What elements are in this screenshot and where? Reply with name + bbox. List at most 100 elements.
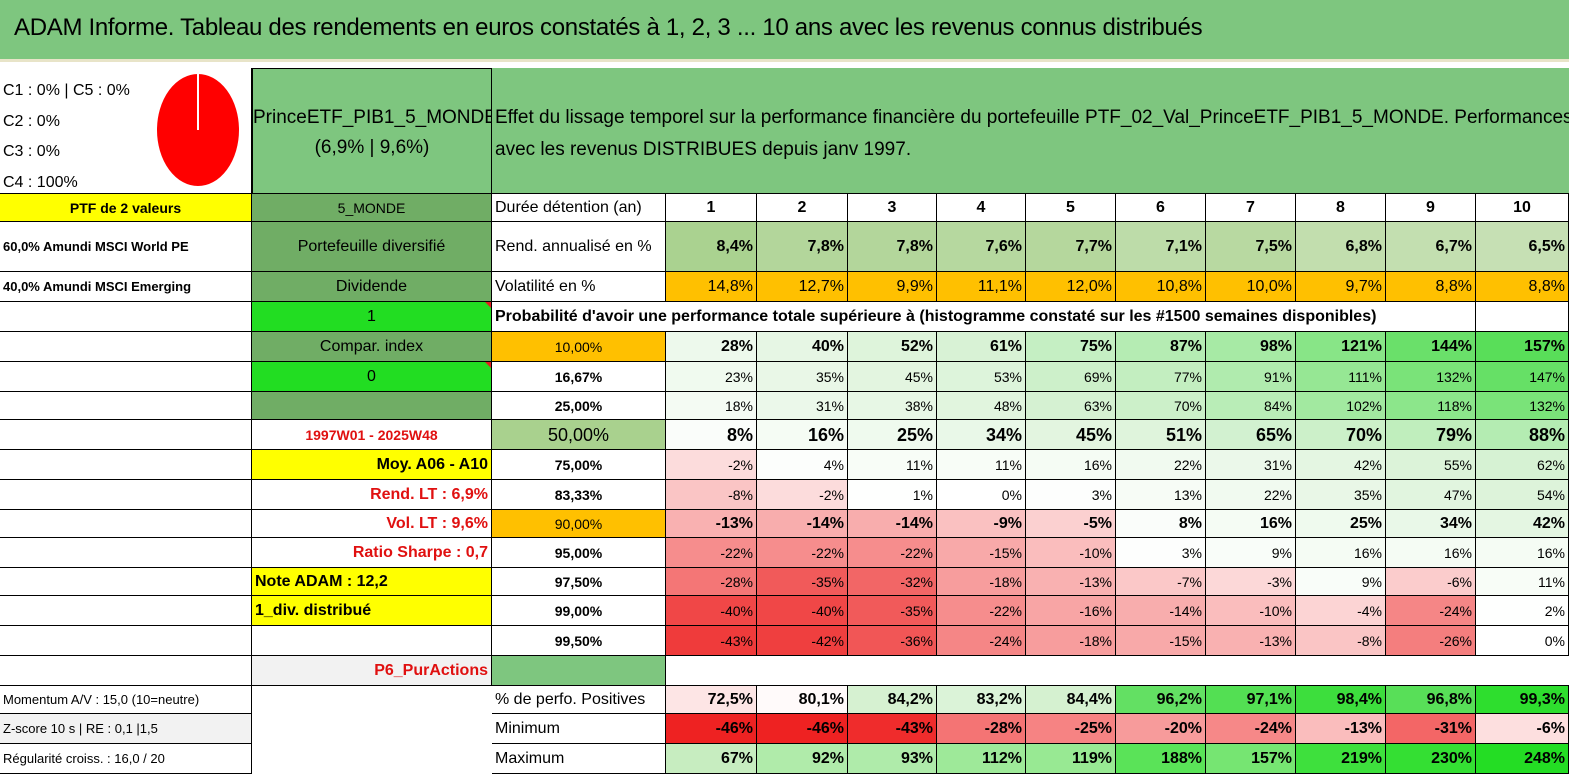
quantile-value: 65% bbox=[1206, 420, 1296, 450]
max-label: Maximum bbox=[492, 744, 666, 774]
quantile-value-text: -15% bbox=[1169, 632, 1202, 649]
quantile-value-text: -40% bbox=[811, 602, 844, 619]
holding-1-text: 60,0% Amundi MSCI World PE bbox=[3, 239, 189, 254]
quantile-value-text: 79% bbox=[1435, 424, 1472, 445]
quantile-value: 3% bbox=[1026, 480, 1116, 510]
pos-value: 96,8% bbox=[1386, 686, 1476, 714]
pos-label-text: % de perfo. Positives bbox=[495, 690, 646, 708]
vol-value: 10,8% bbox=[1116, 272, 1206, 302]
quantile-value: 31% bbox=[1206, 450, 1296, 480]
empty-cell bbox=[0, 626, 252, 656]
quantile-value: 42% bbox=[1296, 450, 1386, 480]
ratio-sharpe-text: Ratio Sharpe : 0,7 bbox=[352, 543, 488, 561]
quantile-value: -13% bbox=[666, 510, 757, 538]
quantile-label-text: 10,00% bbox=[554, 338, 603, 355]
empty-cell bbox=[1476, 302, 1569, 332]
year-header-text: 7 bbox=[1246, 198, 1255, 216]
empty-row bbox=[666, 656, 1569, 686]
quantile-value: 102% bbox=[1296, 392, 1386, 420]
comment-marker bbox=[485, 362, 491, 368]
quantile-value-text: 23% bbox=[724, 368, 753, 385]
quantile-label-text: 83,33% bbox=[554, 486, 603, 503]
empty-cell bbox=[0, 450, 252, 480]
quantile-value-text: 51% bbox=[1165, 424, 1202, 445]
quantile-value: 25% bbox=[848, 420, 937, 450]
p6-label-text: P6_PurActions bbox=[374, 661, 488, 679]
year-header: 2 bbox=[757, 194, 848, 222]
param-one-text: 1 bbox=[367, 307, 376, 325]
quantile-value-text: 62% bbox=[1536, 456, 1565, 473]
quantile-value: 0% bbox=[1476, 626, 1569, 656]
quantile-value-text: 48% bbox=[993, 397, 1022, 414]
quantile-value: 87% bbox=[1116, 332, 1206, 362]
quantile-value: 45% bbox=[1026, 420, 1116, 450]
momentum-label: Momentum A/V : 15,0 (10=neutre) bbox=[0, 686, 252, 714]
quantile-value: -22% bbox=[666, 538, 757, 568]
quantile-label: 16,67% bbox=[492, 362, 666, 392]
quantile-value-text: 111% bbox=[1348, 368, 1382, 385]
vol-value-text: 12,7% bbox=[798, 277, 844, 295]
quantile-value: 70% bbox=[1296, 420, 1386, 450]
quantile-value: -28% bbox=[666, 568, 757, 596]
quantile-value-text: -7% bbox=[1177, 573, 1202, 590]
empty-cell bbox=[0, 510, 252, 538]
quantile-label-text: 99,50% bbox=[554, 632, 603, 649]
quantile-value-text: 16% bbox=[1259, 514, 1292, 532]
rend-value: 7,8% bbox=[757, 222, 848, 272]
rend-label-text: Rend. annualisé en % bbox=[495, 237, 652, 255]
vol-value-text: 12,0% bbox=[1066, 277, 1112, 295]
quantile-value-text: -18% bbox=[1079, 632, 1112, 649]
quantile-value-text: -10% bbox=[1259, 602, 1292, 619]
max-value-text: 112% bbox=[981, 749, 1022, 767]
ratio-sharpe: Ratio Sharpe : 0,7 bbox=[252, 538, 492, 568]
quantile-value-text: 61% bbox=[989, 337, 1022, 355]
quantile-value-text: -8% bbox=[728, 486, 753, 503]
quantile-value: 38% bbox=[848, 392, 937, 420]
max-value: 248% bbox=[1476, 744, 1569, 774]
min-value: -31% bbox=[1386, 714, 1476, 744]
quantile-label-text: 50,00% bbox=[547, 424, 610, 445]
quantile-value: 54% bbox=[1476, 480, 1569, 510]
quantile-value: -3% bbox=[1206, 568, 1296, 596]
holding-2: 40,0% Amundi MSCI Emerging bbox=[0, 272, 252, 302]
param-zero-text: 0 bbox=[367, 367, 376, 385]
max-value-text: 92% bbox=[811, 749, 844, 767]
quantile-value-text: 18% bbox=[724, 397, 753, 414]
rend-value: 6,5% bbox=[1476, 222, 1569, 272]
min-value-text: -43% bbox=[895, 719, 933, 737]
quantile-value-text: 63% bbox=[1083, 397, 1112, 414]
quantile-value-text: -6% bbox=[1447, 573, 1472, 590]
prob-label-text: Probabilité d'avoir une performance tota… bbox=[495, 307, 1377, 325]
quantile-value-text: -42% bbox=[811, 632, 844, 649]
pos-value-text: 98,4% bbox=[1336, 690, 1382, 708]
empty-cell bbox=[0, 568, 252, 596]
allocation-line: C1 : 0% | C5 : 0% bbox=[3, 82, 130, 99]
allocation-line: C2 : 0% bbox=[3, 112, 60, 130]
rend-value-text: 7,1% bbox=[1165, 237, 1202, 255]
empty-cell bbox=[0, 392, 252, 420]
rend-value: 6,7% bbox=[1386, 222, 1476, 272]
quantile-value: -8% bbox=[666, 480, 757, 510]
quantile-value-text: 42% bbox=[1353, 456, 1382, 473]
quantile-value-text: -15% bbox=[989, 544, 1022, 561]
max-value: 112% bbox=[937, 744, 1026, 774]
note-adam: Note ADAM : 12,2 bbox=[252, 568, 492, 596]
pos-value: 84,2% bbox=[848, 686, 937, 714]
quantile-value: 25% bbox=[1296, 510, 1386, 538]
quantile-value: -2% bbox=[757, 480, 848, 510]
quantile-value-text: 28% bbox=[720, 337, 753, 355]
quantile-value: -16% bbox=[1026, 596, 1116, 626]
pos-value-text: 84,4% bbox=[1066, 690, 1112, 708]
quantile-value-text: 53% bbox=[993, 368, 1022, 385]
quantile-value: 11% bbox=[1476, 568, 1569, 596]
duree-label-text: Durée détention (an) bbox=[495, 198, 642, 216]
min-value-text: -6% bbox=[1536, 719, 1565, 737]
pos-value-text: 80,1% bbox=[798, 690, 844, 708]
quantile-value: -14% bbox=[848, 510, 937, 538]
rend-value-text: 6,7% bbox=[1435, 237, 1472, 255]
quantile-value-text: -35% bbox=[811, 573, 844, 590]
rend-value-text: 7,8% bbox=[807, 237, 844, 255]
quantile-value-text: 25% bbox=[1349, 514, 1382, 532]
quantile-value-text: -13% bbox=[1259, 632, 1292, 649]
period-label: 1997W01 - 2025W48 bbox=[252, 420, 492, 450]
